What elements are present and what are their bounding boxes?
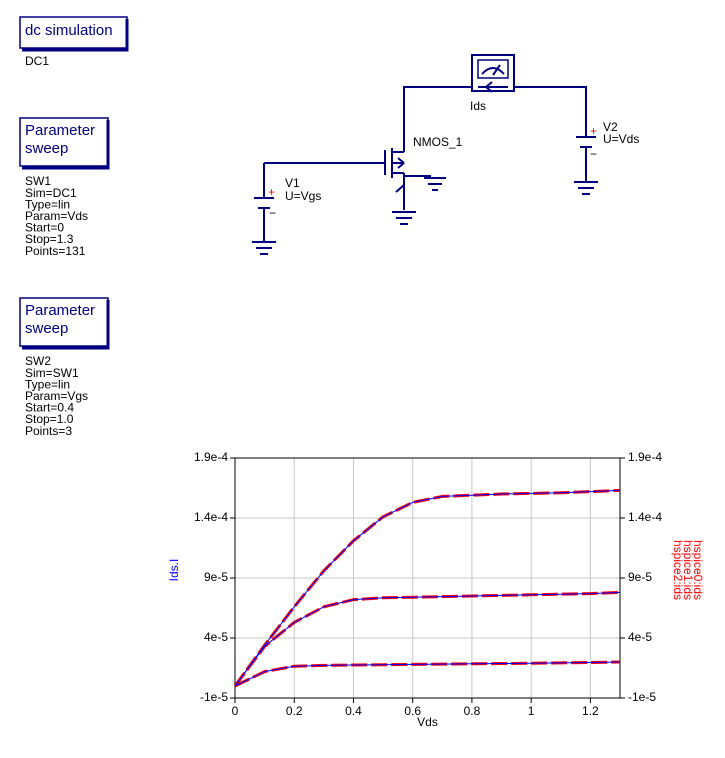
ammeter[interactable] — [471, 54, 515, 92]
comp-label: NMOS_1 — [413, 135, 463, 149]
series-line — [234, 489, 621, 687]
block-prop: SW2 — [25, 354, 51, 368]
plus: + — [590, 124, 597, 138]
y-tick-label: 1.9e-4 — [194, 450, 228, 464]
comp-label: V2 — [603, 120, 618, 134]
plus: + — [268, 185, 275, 199]
y-tick-label: 9e-5 — [204, 570, 228, 584]
block-title: sweep — [25, 320, 68, 337]
minus: − — [590, 147, 597, 161]
ammeter-dial — [477, 59, 509, 79]
series-line — [234, 591, 621, 687]
series-line — [234, 660, 621, 688]
comp-label: U=Vds — [603, 132, 639, 146]
block-prop: Points=131 — [25, 244, 86, 258]
block-shadow — [22, 19, 129, 52]
circuit: + − + − Ids NMOS_1 V1 U=Vgs V2 U=Vds — [252, 54, 639, 255]
y2-axis-label: hspice1:ids — [681, 540, 695, 600]
wires — [263, 86, 587, 240]
x-tick-label: 0.8 — [464, 704, 481, 718]
nmos[interactable] — [384, 135, 405, 193]
block-prop: SW1 — [25, 174, 51, 188]
block-title: Parameter — [25, 302, 95, 319]
block-box[interactable] — [19, 16, 128, 49]
block-prop: Type=lin — [25, 377, 70, 391]
series-line — [233, 488, 621, 687]
x-tick-label: 0.4 — [345, 704, 362, 718]
y-tick-label: -1e-5 — [200, 690, 228, 704]
block-prop: Stop=1.0 — [25, 412, 74, 426]
y-axis-label: Ids.I — [167, 559, 181, 582]
x-tick-label: 1.2 — [582, 704, 599, 718]
x-tick-label: 0.6 — [404, 704, 421, 718]
block-prop: Param=Vds — [25, 209, 88, 223]
comp-label: V1 — [285, 176, 300, 190]
x-axis-label: Vds — [417, 715, 438, 729]
block-shadow — [22, 120, 110, 170]
series-line — [234, 661, 621, 687]
block-box[interactable] — [19, 297, 109, 347]
block-title: sweep — [25, 140, 68, 157]
block-prop: Sim=SW1 — [25, 366, 79, 380]
block-props: SW1Sim=DC1Type=linParam=VdsStart=0Stop=1… — [25, 174, 88, 438]
x-tick-label: 1 — [528, 704, 535, 718]
grounds — [252, 177, 598, 255]
block-prop: DC1 — [25, 54, 49, 68]
sim-blocks: dc simulation DC1 Parameter sweep Parame… — [19, 16, 129, 350]
block-prop: Sim=DC1 — [25, 186, 77, 200]
block-box[interactable] — [19, 117, 109, 167]
comp-label: U=Vgs — [285, 189, 321, 203]
block-prop: Points=3 — [25, 424, 72, 438]
y2-tick-label: 4e-5 — [628, 630, 652, 644]
y2-tick-label: 1.9e-4 — [628, 450, 662, 464]
series-line — [233, 590, 621, 687]
y-tick-label: 1.4e-4 — [194, 510, 228, 524]
chart: 0 0.2 0.4 0.6 0.8 1 1.2 -1e-5 4e-5 9e-5 1.4e-4 1.9e… — [167, 450, 705, 729]
x-tick-label: 0.2 — [286, 704, 303, 718]
sources[interactable] — [254, 136, 596, 209]
y2-tick-label: 9e-5 — [628, 570, 652, 584]
block-title: dc simulation — [25, 22, 113, 39]
ammeter-needle — [478, 64, 508, 93]
y2-axis-label: hspice0:ids — [691, 540, 705, 600]
block-prop: Start=0.4 — [25, 401, 74, 415]
block-title: Parameter — [25, 122, 95, 139]
block-prop: Stop=1.3 — [25, 232, 74, 246]
x-tick-label: 0 — [232, 704, 239, 718]
plot-frame — [234, 457, 621, 699]
block-prop: Start=0 — [25, 221, 64, 235]
block-prop: Type=lin — [25, 197, 70, 211]
block-shadow — [22, 300, 110, 350]
block-prop: Param=Vgs — [25, 389, 88, 403]
minus: − — [269, 206, 276, 220]
comp-label: Ids — [470, 99, 486, 113]
y2-tick-label: 1.4e-4 — [628, 510, 662, 524]
y2-axis-label: hspice2:ids — [671, 540, 685, 600]
y-tick-label: 4e-5 — [204, 630, 228, 644]
y2-tick-label: -1e-5 — [628, 690, 656, 704]
